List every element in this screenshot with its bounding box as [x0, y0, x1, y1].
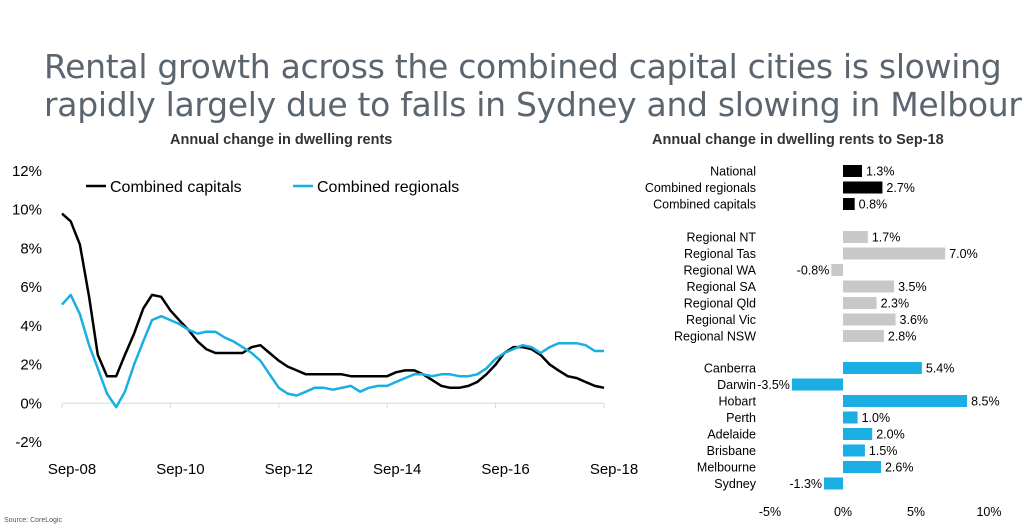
y-tick-label: 2% — [20, 357, 42, 374]
data-label: 2.6% — [885, 461, 914, 475]
data-label: 7.0% — [949, 247, 978, 261]
bar — [824, 477, 843, 490]
category-label: Hobart — [718, 395, 756, 409]
category-label: National — [710, 165, 756, 179]
bar — [843, 247, 946, 260]
bar — [843, 313, 896, 326]
data-label: 8.5% — [971, 395, 1000, 409]
x-tick-label: Sep-12 — [265, 461, 313, 478]
category-label: Regional Vic — [686, 313, 756, 327]
data-label: 0.8% — [859, 198, 888, 212]
bar — [843, 165, 862, 177]
data-label: 1.3% — [866, 165, 895, 179]
series-line-combined-capitals — [61, 212, 605, 390]
category-label: Perth — [726, 411, 756, 425]
data-label: 3.6% — [900, 313, 929, 327]
x-tick-label: 5% — [907, 505, 925, 519]
bar — [843, 428, 873, 440]
data-label: -3.5% — [757, 378, 790, 392]
x-tick-label: Sep-10 — [156, 461, 204, 478]
bar — [843, 181, 883, 194]
category-label: Regional Qld — [684, 297, 756, 311]
data-label: 2.3% — [881, 297, 910, 311]
category-label: Combined capitals — [653, 198, 756, 212]
data-label: -0.8% — [797, 264, 830, 278]
bar — [843, 198, 855, 210]
x-tick-label: 0% — [834, 505, 852, 519]
y-tick-label: -2% — [15, 434, 42, 451]
category-label: Adelaide — [707, 428, 756, 442]
bar — [791, 378, 843, 391]
y-tick-label: 8% — [20, 240, 42, 257]
x-tick-label: Sep-08 — [48, 461, 96, 478]
slide-title-line-1: Rental growth across the combined capita… — [44, 47, 1002, 87]
data-label: 2.8% — [888, 330, 917, 344]
slide-title: Rental growth across the combined capita… — [44, 47, 1024, 125]
data-label: 1.5% — [869, 444, 898, 458]
bar — [843, 297, 877, 309]
legend-label-combined-regionals: Combined regionals — [317, 179, 459, 196]
bar — [843, 444, 865, 457]
x-tick-label: Sep-14 — [373, 461, 421, 478]
bar — [843, 461, 881, 473]
bar — [843, 231, 868, 243]
category-label: Regional NSW — [674, 330, 756, 344]
bar — [843, 395, 968, 407]
series-line-combined-regionals — [61, 293, 604, 409]
y-tick-label: 0% — [20, 395, 42, 412]
category-label: Melbourne — [697, 461, 756, 475]
data-label: 2.7% — [886, 181, 915, 195]
data-label: 5.4% — [926, 362, 955, 376]
line-chart: -2% 0% 2% 4% 6% 8% 10% 12% Sep-08 Sep-10 Sep-12 Sep… — [12, 163, 638, 478]
bar-chart: National 1.3% Combined regionals 2.7% Combin… — [645, 165, 1002, 520]
slide-title-line-2: rapidly largely due to falls in Sydney a… — [44, 85, 1024, 125]
x-tick-label: -5% — [759, 505, 781, 519]
category-label: Regional NT — [687, 231, 757, 245]
bar — [843, 411, 858, 424]
source-note: Source: CoreLogic — [4, 517, 62, 524]
bar — [831, 264, 843, 276]
data-label: -1.3% — [789, 477, 822, 491]
category-label: Combined regionals — [645, 181, 756, 195]
bar — [843, 362, 922, 374]
y-tick-label: 4% — [20, 318, 42, 335]
y-tick-label: 6% — [20, 279, 42, 296]
x-tick-label: Sep-18 — [590, 461, 638, 478]
legend-label-combined-capitals: Combined capitals — [110, 179, 242, 196]
y-tick-label: 12% — [12, 163, 42, 180]
bar — [843, 280, 895, 293]
category-label: Regional Tas — [684, 247, 756, 261]
category-label: Sydney — [714, 477, 756, 491]
data-label: 1.7% — [872, 231, 901, 245]
x-tick-label: Sep-16 — [481, 461, 529, 478]
x-tick-label: 10% — [976, 505, 1001, 519]
data-label: 1.0% — [862, 411, 891, 425]
category-label: Darwin — [717, 378, 756, 392]
category-label: Regional WA — [684, 264, 757, 278]
bar-chart-title: Annual change in dwelling rents to Sep-1… — [652, 132, 944, 148]
data-label: 2.0% — [876, 428, 905, 442]
category-label: Brisbane — [707, 444, 756, 458]
category-label: Canberra — [704, 362, 756, 376]
bar — [843, 330, 884, 342]
y-tick-label: 10% — [12, 202, 42, 219]
category-label: Regional SA — [687, 280, 757, 294]
data-label: 3.5% — [898, 280, 927, 294]
line-chart-title: Annual change in dwelling rents — [170, 132, 393, 148]
